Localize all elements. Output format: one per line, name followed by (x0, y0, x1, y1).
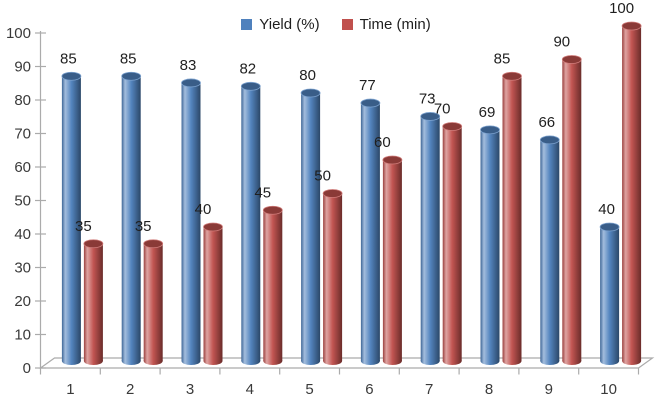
bar-time-min-2 (143, 243, 163, 361)
bar-top-time-min-9 (561, 55, 582, 64)
bar-top-yield-2 (121, 71, 142, 81)
y-tick-label-50: 50 (14, 193, 31, 210)
chart-legend: Yield (%) Time (min) (0, 16, 660, 33)
bar-yield-2 (121, 76, 141, 361)
yield-series-swatch (241, 19, 253, 30)
bar-value-label-yield-2: 85 (120, 50, 137, 67)
bar-value-label-yield-10: 40 (598, 201, 615, 218)
bar-value-label-time-min-10: 100 (609, 0, 634, 17)
bar-value-label-yield-1: 85 (60, 50, 77, 67)
bar-top-time-min-6 (382, 155, 403, 165)
bar-value-label-time-min-3: 40 (195, 201, 212, 218)
bar-top-yield-5 (300, 88, 321, 98)
bar-time-min-9 (562, 59, 582, 361)
bar-top-time-min-3 (203, 222, 223, 232)
x-label-6: 6 (365, 381, 373, 398)
bar-yield-4 (241, 86, 261, 362)
bar-top-time-min-1 (83, 239, 104, 249)
bar-value-label-yield-8: 69 (479, 104, 496, 121)
bar-top-time-min-10 (621, 21, 642, 31)
bar-time-min-8 (502, 76, 522, 361)
bar-yield-3 (181, 82, 201, 361)
bar-value-label-time-min-8: 85 (494, 50, 511, 67)
bar-top-yield-6 (360, 98, 381, 108)
bar-value-label-yield-3: 83 (180, 57, 197, 74)
x-label-5: 5 (305, 381, 313, 398)
y-tick-label-30: 30 (14, 260, 31, 277)
bar-value-label-yield-9: 66 (538, 114, 555, 131)
bar-time-min-3 (203, 227, 223, 361)
legend-item-time: Time (min) (341, 16, 431, 33)
bar-value-label-time-min-9: 90 (553, 34, 570, 51)
bar-top-time-min-2 (143, 239, 164, 249)
bar-value-label-yield-5: 80 (299, 67, 316, 84)
y-tick-label-80: 80 (14, 92, 31, 109)
bar-value-label-yield-6: 77 (359, 77, 376, 94)
bar-yield-7 (420, 116, 440, 361)
bar-top-time-min-4 (262, 205, 283, 215)
bar-value-label-time-min-6: 60 (374, 134, 391, 151)
bar-yield-5 (301, 93, 321, 361)
bar-value-label-time-min-1: 35 (75, 218, 92, 235)
x-label-4: 4 (246, 381, 254, 398)
bar-top-yield-10 (599, 222, 620, 232)
x-label-2: 2 (126, 381, 134, 398)
bar-value-label-time-min-7: 70 (434, 101, 451, 118)
y-tick-label-70: 70 (14, 126, 31, 143)
bar-top-yield-4 (240, 81, 261, 91)
bar-time-min-4 (263, 210, 283, 361)
bar-value-label-time-min-4: 45 (254, 184, 271, 201)
bar-value-label-time-min-2: 35 (135, 218, 152, 235)
x-label-9: 9 (545, 381, 553, 398)
bar-time-min-6 (382, 160, 402, 361)
bar-yield-6 (360, 103, 380, 362)
y-tick-label-10: 10 (14, 327, 31, 344)
time-series-swatch (341, 19, 353, 30)
y-tick-label-90: 90 (14, 59, 31, 76)
legend-item-yield: Yield (%) (241, 16, 320, 33)
bar-top-time-min-5 (322, 189, 343, 198)
bar-yield-1 (61, 76, 81, 361)
x-label-8: 8 (485, 381, 493, 398)
bar-top-yield-3 (181, 78, 201, 88)
y-tick-label-100: 100 (6, 25, 31, 42)
legend-label-time: Time (min) (359, 16, 431, 33)
bar-value-label-time-min-5: 50 (314, 168, 331, 185)
x-label-3: 3 (186, 381, 194, 398)
bar-top-yield-7 (420, 112, 441, 121)
bar-time-min-10 (622, 26, 642, 361)
bar-time-min-5 (323, 193, 343, 361)
y-tick-label-0: 0 (23, 360, 31, 377)
x-label-1: 1 (66, 381, 74, 398)
bar-time-min-7 (442, 126, 462, 361)
bar-value-label-yield-7: 73 (419, 90, 436, 107)
chart-floor (38, 357, 655, 369)
bar-top-time-min-8 (502, 71, 522, 81)
bar-top-yield-8 (480, 125, 500, 135)
y-tick-label-60: 60 (14, 159, 31, 176)
bar-value-label-yield-4: 82 (239, 60, 256, 77)
y-tick-label-20: 20 (14, 293, 31, 310)
x-label-7: 7 (425, 381, 433, 398)
bar-yield-8 (480, 129, 500, 361)
bar-top-yield-1 (61, 71, 82, 81)
bar-top-yield-9 (539, 135, 560, 145)
legend-label-yield: Yield (%) (259, 16, 320, 33)
x-label-10: 10 (600, 381, 617, 398)
bar-time-min-1 (83, 243, 103, 361)
bar-yield-9 (540, 139, 560, 361)
bar-top-time-min-7 (442, 122, 463, 131)
bar-yield-10 (600, 227, 620, 361)
y-tick-label-40: 40 (14, 226, 31, 243)
